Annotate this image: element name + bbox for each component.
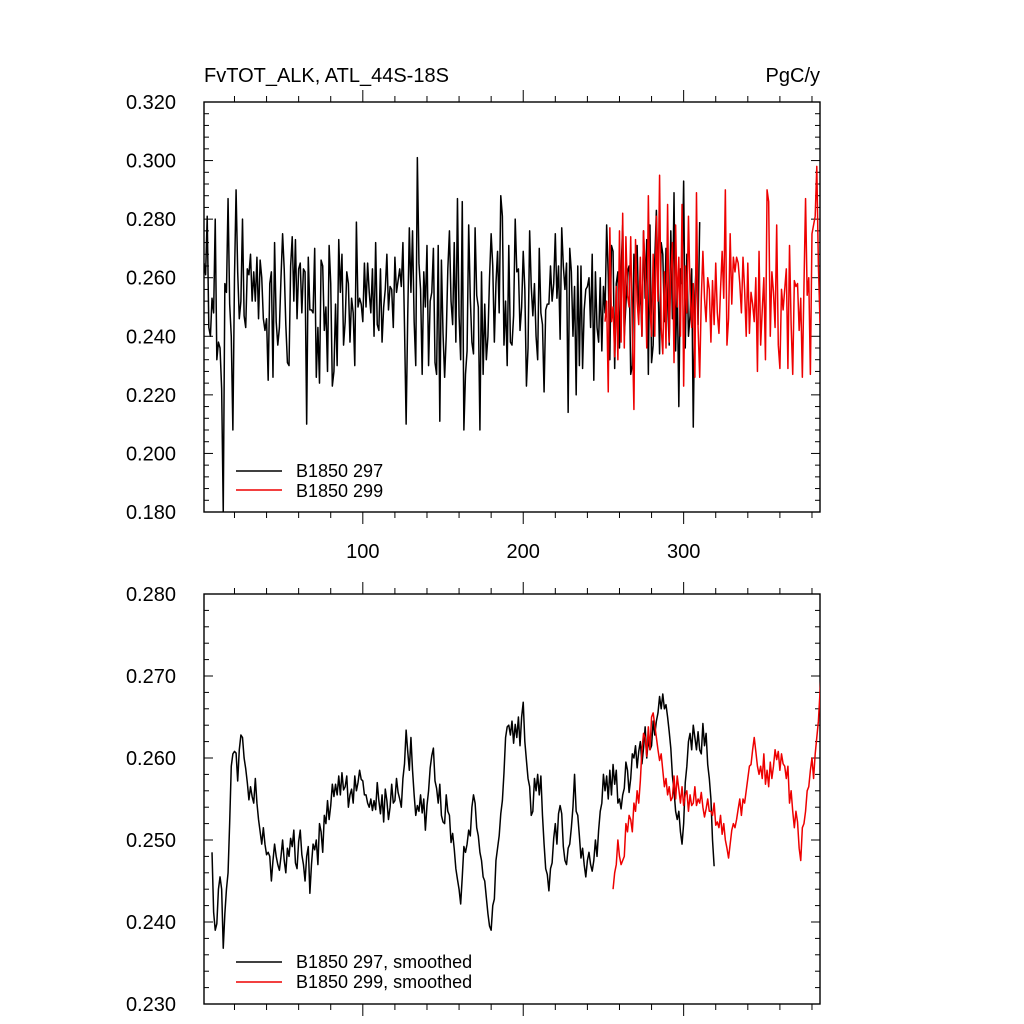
legend: B1850 297 B1850 299	[236, 461, 383, 501]
chart-title: FvTOT_ALK, ATL_44S-18S	[204, 65, 449, 87]
y-tick-label: 0.180	[126, 502, 176, 524]
legend-label-b1850-297: B1850 297	[296, 461, 383, 481]
y-tick-label: 0.250	[126, 830, 176, 852]
x-tick-labels: 100 200 300	[346, 541, 700, 563]
series-lines	[204, 156, 820, 512]
y-tick-label: 0.300	[126, 151, 176, 173]
x-tick-label: 200	[507, 541, 540, 563]
top-panel: FvTOT_ALK, ATL_44S-18S PgC/y 0.1800.2000…	[126, 65, 821, 563]
y-tick-label: 0.240	[126, 326, 176, 348]
legend-label-b1850-299-smoothed: B1850 299, smoothed	[296, 972, 472, 992]
y-tick-label: 0.230	[126, 994, 176, 1016]
legend-label-b1850-299: B1850 299	[296, 481, 383, 501]
y-tick-labels: 0.230 0.240 0.250 0.260 0.270 0.280	[126, 584, 176, 1016]
series-lines	[211, 680, 820, 949]
legend: B1850 297, smoothed B1850 299, smoothed	[236, 952, 472, 992]
y-tick-label: 0.260	[126, 748, 176, 770]
y-tick-label: 0.240	[126, 912, 176, 934]
bottom-panel: 0.230 0.240 0.250 0.260 0.270 0.280 B1850 297…	[126, 582, 821, 1016]
y-tick-label: 0.320	[126, 92, 176, 114]
y-tick-label: 0.280	[126, 584, 176, 606]
plot-frame	[203, 593, 821, 1005]
axis-ticks	[204, 582, 820, 1016]
y-tick-label: 0.220	[126, 385, 176, 407]
y-tick-label: 0.270	[126, 666, 176, 688]
y-tick-label: 0.260	[126, 268, 176, 290]
axis-ticks	[204, 90, 820, 524]
series-line-b1850-299	[604, 165, 820, 411]
y-tick-label: 0.280	[126, 209, 176, 231]
y-tick-labels: 0.180 0.200 0.220 0.240 0.260 0.280 0.300 0.320	[126, 92, 176, 524]
series-line-b1850-299-smoothed	[612, 680, 820, 890]
series-line-b1850-297-smoothed	[211, 693, 715, 949]
x-tick-label: 100	[346, 541, 379, 563]
x-tick-label: 300	[667, 541, 700, 563]
y-tick-label: 0.200	[126, 443, 176, 465]
series-line-b1850-297	[204, 156, 701, 512]
legend-label-b1850-297-smoothed: B1850 297, smoothed	[296, 952, 472, 972]
chart-units: PgC/y	[766, 65, 820, 87]
